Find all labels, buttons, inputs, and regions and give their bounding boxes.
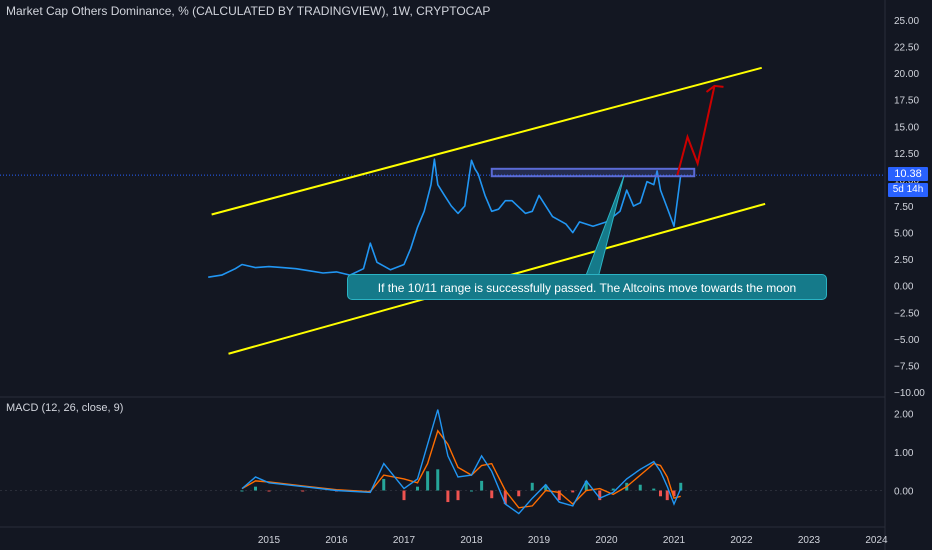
histogram-bar (598, 490, 602, 501)
histogram-bar (672, 490, 676, 497)
histogram-bar (480, 480, 484, 491)
y-tick-label: 5.00 (894, 229, 914, 240)
y-tick-label: 22.50 (894, 43, 919, 54)
y-tick-label: 17.50 (894, 96, 919, 107)
callout-pointer (584, 175, 625, 279)
x-tick-label: 2022 (730, 535, 753, 546)
x-tick-label: 2019 (528, 535, 551, 546)
y-tick-label: 15.00 (894, 122, 919, 133)
x-tick-label: 2018 (460, 535, 483, 546)
histogram-bar (544, 484, 548, 491)
arrow-head (705, 84, 724, 93)
drawing-overlay (490, 84, 724, 279)
histogram-bar (416, 486, 419, 491)
macd-title: MACD (12, 26, close, 9) (6, 402, 124, 414)
y-tick-label: 0.00 (894, 282, 914, 293)
y-tick-label: 2.50 (894, 255, 914, 266)
histogram-bar (530, 482, 534, 491)
macd-y-tick-label: 1.00 (894, 448, 914, 459)
signal-line (241, 429, 681, 509)
x-tick-label: 2021 (663, 535, 686, 546)
histogram-bar (665, 490, 669, 501)
histogram-bar (267, 490, 271, 492)
histogram-bar (557, 490, 561, 501)
histogram-bar (611, 488, 615, 491)
upper-channel-line (211, 66, 763, 216)
histogram-bar (301, 490, 305, 492)
macd-line (241, 409, 682, 515)
y-tick-label: 25.00 (894, 16, 919, 27)
y-tick-label: 12.50 (894, 149, 919, 160)
histogram-bar (517, 490, 521, 497)
price-line (208, 158, 682, 278)
histogram-bar (503, 490, 507, 504)
histogram-bar (659, 490, 662, 497)
histogram-bar (679, 482, 683, 491)
chart-title: Market Cap Others Dominance, % (CALCULAT… (6, 4, 491, 18)
y-tick-label: 7.50 (894, 202, 914, 213)
x-tick-label: 2015 (258, 535, 281, 546)
histogram-bar (470, 490, 473, 492)
histogram-bar (436, 469, 440, 491)
y-tick-label: −10.00 (894, 388, 925, 399)
price-series (208, 158, 682, 278)
histogram-bar (490, 490, 494, 499)
bar-countdown-badge: 5d 14h (888, 183, 928, 197)
y-tick-label: −5.00 (894, 335, 920, 346)
histogram-bar (638, 484, 642, 491)
y-tick-label: −2.50 (894, 308, 920, 319)
y-tick-label: 20.00 (894, 69, 919, 80)
histogram-bar (456, 490, 460, 501)
grid-lines (0, 0, 886, 550)
histogram-bar (652, 488, 656, 491)
histogram-bar (382, 478, 386, 491)
axis-labels: 25.0022.5020.0017.5015.0012.5010.007.505… (258, 16, 925, 546)
x-tick-label: 2016 (325, 535, 348, 546)
annotation-callout[interactable]: If the 10/11 range is successfully passe… (347, 274, 827, 300)
histogram-bar (426, 471, 430, 491)
projection-arrow (676, 85, 716, 176)
macd-pane (0, 409, 885, 515)
last-price-badge: 10.38 (888, 167, 928, 181)
x-tick-label: 2024 (865, 535, 888, 546)
histogram-bar (402, 490, 406, 501)
x-tick-label: 2020 (595, 535, 618, 546)
range-box (490, 167, 696, 178)
x-tick-label: 2023 (798, 535, 821, 546)
y-tick-label: −7.50 (894, 361, 920, 372)
channel-lines (211, 66, 766, 355)
histogram-bar (254, 486, 257, 491)
x-tick-label: 2017 (393, 535, 416, 546)
histogram-bar (240, 490, 244, 492)
histogram-bar (571, 490, 575, 493)
histogram-bar (446, 490, 450, 503)
macd-y-tick-label: 2.00 (894, 410, 914, 421)
macd-y-tick-label: 0.00 (894, 487, 914, 498)
histogram-bar (584, 480, 588, 491)
